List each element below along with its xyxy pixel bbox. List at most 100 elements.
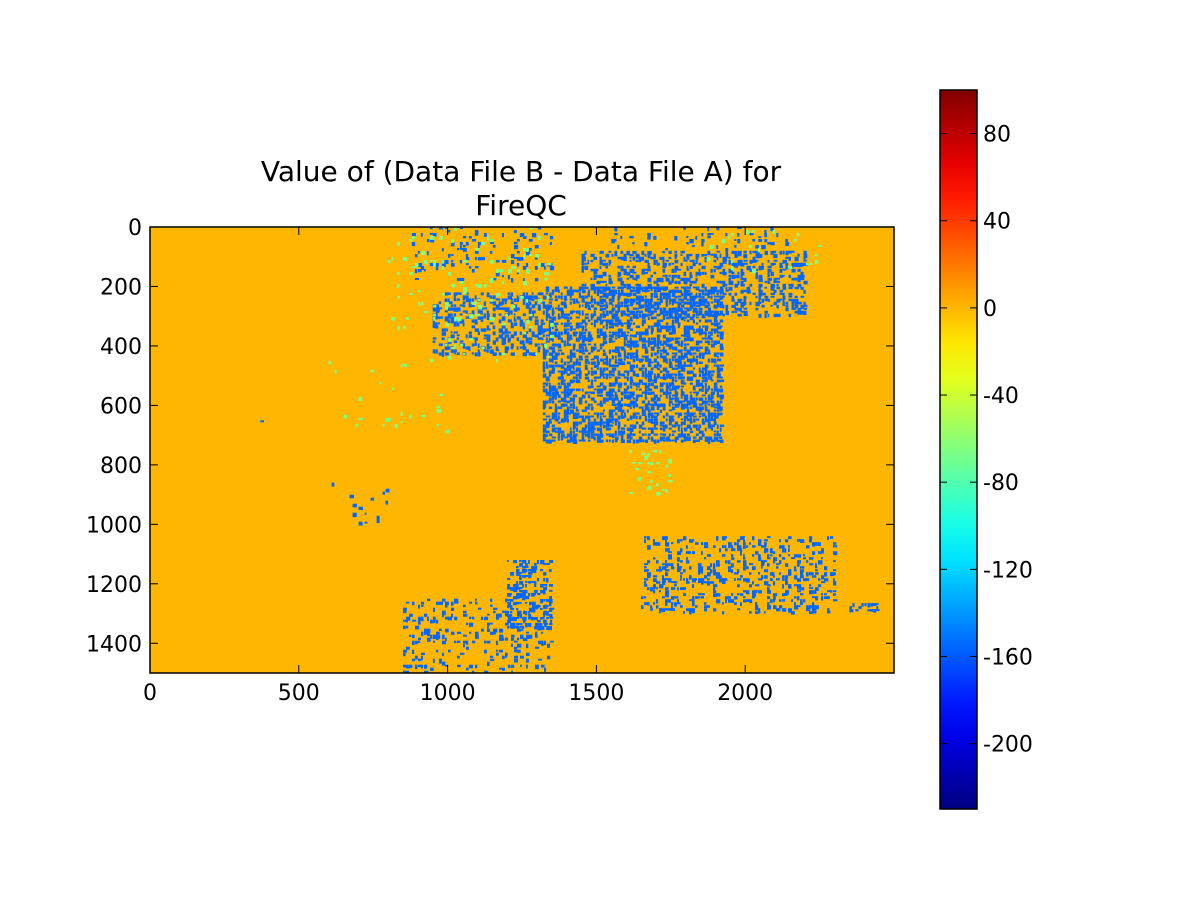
- heatmap-cell: [569, 295, 572, 298]
- heatmap-cell: [542, 349, 546, 354]
- heatmap-cell: [758, 277, 763, 283]
- heatmap-cell: [599, 346, 603, 350]
- heatmap-cell: [719, 343, 724, 347]
- heatmap-cell: [761, 245, 766, 250]
- heatmap-region-2: [581, 250, 808, 319]
- heatmap-cell: [749, 599, 753, 604]
- heatmap-cell: [782, 608, 787, 612]
- heatmap-cell: [611, 322, 616, 326]
- heatmap-cell: [632, 256, 636, 261]
- heatmap-cell: [746, 566, 749, 570]
- heatmap-cell: [731, 295, 734, 300]
- heatmap-cell: [719, 289, 724, 294]
- heatmap-cell: [767, 274, 770, 278]
- heatmap-cell: [617, 304, 621, 308]
- heatmap-cell: [770, 599, 773, 603]
- heatmap-cell: [433, 314, 436, 317]
- heatmap-cell: [620, 412, 623, 417]
- heatmap-cell: [671, 403, 675, 406]
- heatmap-cell: [513, 230, 517, 234]
- heatmap-cell: [523, 248, 527, 252]
- heatmap-cell: [698, 397, 704, 401]
- heatmap-cell: [794, 286, 799, 290]
- heatmap-cell: [800, 304, 805, 309]
- heatmap-cell: [462, 343, 466, 347]
- heatmap-cell: [650, 436, 654, 440]
- heatmap-cell: [554, 352, 559, 357]
- heatmap-cell: [502, 281, 505, 285]
- heatmap-cell: [602, 352, 607, 356]
- heatmap-cell: [653, 587, 656, 590]
- heatmap-cell: [522, 590, 526, 595]
- heatmap-cell: [713, 590, 717, 593]
- heatmap-cell: [737, 307, 742, 312]
- heatmap-cell: [656, 334, 661, 338]
- heatmap-cell: [677, 337, 681, 340]
- heatmap-cell: [531, 581, 536, 583]
- heatmap-cell: [484, 670, 489, 673]
- heatmap-cell: [764, 298, 768, 302]
- heatmap-cell: [557, 343, 561, 348]
- heatmap-cell: [665, 436, 670, 440]
- heatmap-cell: [725, 548, 728, 552]
- heatmap-cell: [415, 263, 419, 268]
- heatmap-cell: [686, 370, 691, 375]
- heatmap-cells: [260, 227, 880, 673]
- heatmap-cell: [743, 289, 747, 293]
- heatmap-cell: [692, 599, 695, 603]
- heatmap-cell: [608, 331, 612, 334]
- heatmap-cell: [665, 578, 670, 581]
- heatmap-cell: [647, 412, 652, 417]
- heatmap-cell: [632, 286, 635, 289]
- heatmap-cell: [686, 256, 690, 260]
- heatmap-cell: [429, 239, 435, 243]
- heatmap-cell: [632, 340, 637, 345]
- heatmap-cell: [507, 331, 512, 334]
- heatmap-cell: [668, 397, 673, 401]
- heatmap-cell: [620, 313, 624, 317]
- heatmap-cell: [617, 421, 621, 426]
- heatmap-cell: [812, 572, 814, 575]
- heatmap-cell: [656, 346, 661, 349]
- heatmap-cell: [719, 253, 722, 258]
- heatmap-cell: [800, 295, 805, 298]
- heatmap-cell: [800, 274, 805, 278]
- heatmap-cell: [420, 233, 423, 237]
- heatmap-cell: [614, 313, 617, 317]
- heatmap-cell: [417, 263, 423, 268]
- heatmap-cell: [689, 539, 694, 543]
- heatmap-cell: [623, 337, 628, 341]
- heatmap-region-8: [849, 603, 880, 613]
- heatmap-cell: [644, 403, 649, 408]
- heatmap-cell: [554, 307, 559, 310]
- heatmap-cell: [620, 436, 624, 440]
- heatmap-cell: [704, 352, 709, 355]
- heatmap-cell: [590, 436, 595, 439]
- heatmap-cell: [465, 254, 469, 258]
- heatmap-cell: [758, 286, 761, 291]
- heatmap-cell: [716, 322, 721, 325]
- heatmap-cell: [584, 301, 589, 306]
- heatmap-cell: [486, 325, 489, 329]
- heatmap-cell: [575, 370, 578, 373]
- heatmap-cell: [504, 331, 509, 334]
- heatmap-cell: [537, 325, 543, 329]
- heatmap-cell: [683, 277, 688, 282]
- heatmap-cell: [614, 361, 618, 364]
- heatmap-cell: [433, 305, 437, 308]
- heatmap-cell: [755, 584, 760, 587]
- heatmap-cell: [469, 664, 474, 669]
- heatmap-cell: [523, 254, 526, 259]
- heatmap-cell: [611, 382, 616, 387]
- heatmap-cell: [614, 334, 619, 337]
- heatmap-cell: [617, 274, 621, 278]
- heatmap-cell: [529, 314, 533, 317]
- heatmap-cell: [436, 405, 441, 409]
- heatmap-cell: [689, 316, 694, 321]
- heatmap-cell: [605, 358, 609, 363]
- heatmap-cell: [704, 418, 710, 423]
- heatmap-cell: [707, 376, 713, 380]
- heatmap-cell: [650, 430, 654, 435]
- heatmap-cell: [725, 250, 729, 255]
- heatmap-cell: [641, 355, 646, 358]
